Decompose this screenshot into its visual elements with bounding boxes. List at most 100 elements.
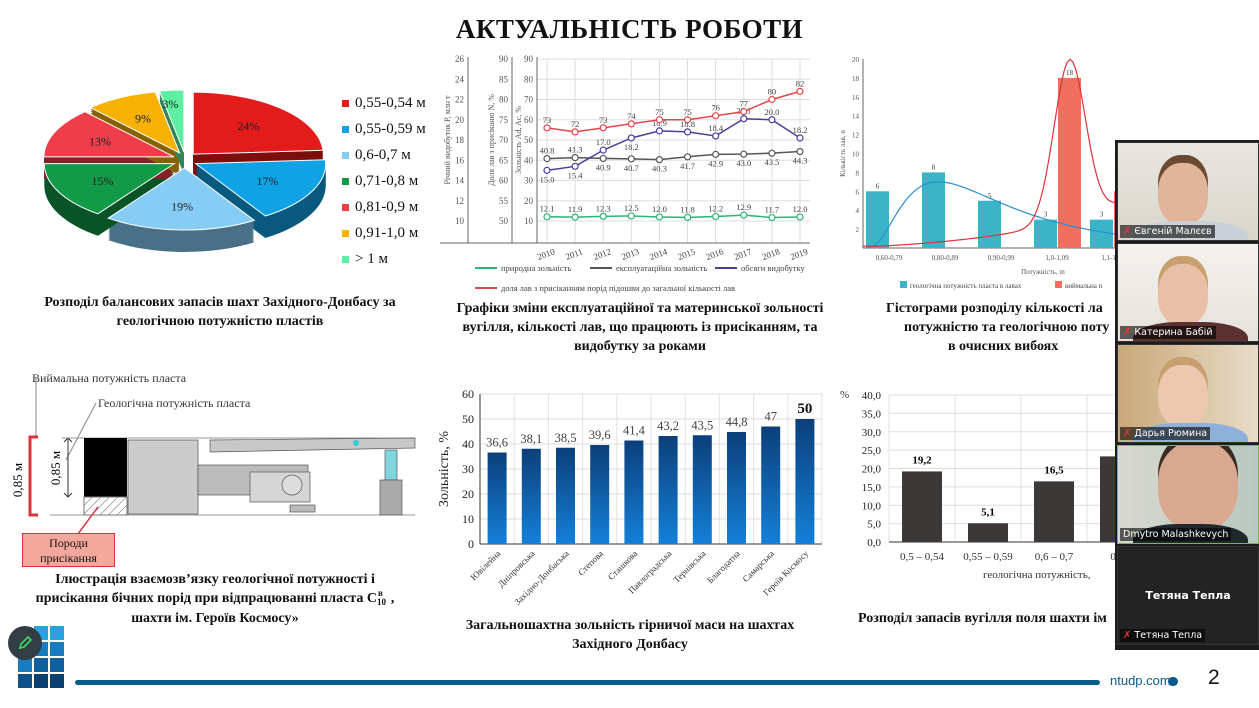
x-tick-label: 0,5 – 0,54: [900, 551, 945, 563]
data-point: [627, 134, 635, 142]
y-tick-label: 10: [462, 512, 474, 526]
data-label: 41.7: [680, 161, 695, 171]
video-tile[interactable]: ✗ Євгеній Малєєв: [1117, 142, 1259, 241]
video-tile[interactable]: ✗ Дарья Рюмина: [1117, 344, 1259, 443]
pencil-icon: [18, 635, 33, 650]
data-point: [796, 213, 804, 221]
y-tick-label: 0,0: [867, 537, 881, 549]
pie-slice-1: [194, 159, 327, 217]
y-tick-label: 25,0: [862, 445, 882, 457]
shearer-machine: [127, 437, 416, 516]
legend-swatch: [342, 177, 349, 185]
y-tick-label: 18: [852, 75, 860, 83]
data-point: [543, 124, 551, 132]
y-tick-label: 5,0: [867, 519, 881, 531]
bars-caption: Загальношахтна зольність гірничої маси н…: [430, 616, 830, 654]
histogram-bar: [978, 200, 1001, 248]
histogram-chart: 2 4 6 8 10 12 14 16 18 20 Кількість лав, n 6 0,60-0,…: [839, 56, 1128, 290]
annotate-button[interactable]: [8, 626, 42, 660]
data-label: 11.8: [680, 204, 695, 214]
page-number: 2: [1208, 666, 1220, 689]
video-tile[interactable]: ✗ Катерина Бабій: [1117, 243, 1259, 342]
legend-swatch: [342, 255, 349, 263]
x-tick-label: 0,90-0,99: [988, 254, 1015, 262]
y-tick-label: 0: [468, 537, 474, 551]
legend-label: природна зольність: [501, 263, 571, 273]
legend-label: виймальна п: [1065, 282, 1103, 290]
x-tick-label: 0,55 – 0,59: [963, 551, 1013, 563]
y-axis-title: Зольність, %: [437, 431, 452, 507]
x-tick-label: 2019: [789, 246, 810, 262]
data-label: 76: [711, 103, 720, 113]
y-tick-label: 60: [524, 115, 534, 125]
bar: [590, 445, 610, 544]
data-label: 41,4: [623, 424, 646, 438]
video-tile[interactable]: Тетяна Тепла ✗ Тетяна Тепла: [1117, 546, 1259, 645]
y-tick-label: 90: [524, 54, 534, 64]
legend-swatch: [342, 125, 349, 133]
legend-label: > 1 м: [355, 250, 388, 267]
participant-name: ✗ Дарья Рюмина: [1120, 427, 1211, 440]
pie-data-label: 24%: [237, 119, 259, 133]
pie-data-label: 3%: [162, 97, 178, 111]
outer-dimension: 0,85 м: [10, 463, 25, 497]
y-tick-label: 4: [856, 207, 860, 215]
y-axis-title: Доля лав з присіканю N, %: [487, 94, 496, 186]
y-tick-label: 85: [499, 74, 509, 84]
y-tick-label: 55: [499, 196, 509, 206]
series-line-2: [546, 117, 801, 172]
x-axis-title: геологічна потужність,: [983, 569, 1091, 581]
data-point: [627, 120, 635, 128]
y-tick-label: 14: [455, 176, 465, 186]
y-tick-label: 16: [455, 155, 465, 165]
caption-line: Західного Донбасу: [572, 637, 688, 652]
inner-dimension: 0,85 м: [48, 451, 63, 485]
x-tick-label: 2015: [676, 246, 697, 262]
histogram-bar: [866, 191, 889, 248]
data-point: [599, 154, 607, 163]
data-point: [543, 166, 551, 174]
data-label: 19,2: [912, 454, 932, 466]
bar: [968, 523, 1008, 542]
y-tick-label: 50: [499, 216, 509, 226]
data-point: [768, 213, 776, 222]
data-point: [740, 108, 748, 116]
participant-video: [1158, 163, 1208, 225]
subscript: 10: [376, 597, 386, 607]
video-tile[interactable]: Dmytro Malashkevych: [1117, 445, 1259, 544]
data-label: 12.2: [708, 204, 723, 214]
data-label: 3: [1044, 211, 1048, 219]
data-point: [571, 213, 579, 221]
red-bracket: [28, 435, 38, 517]
caption-line: Загальношахтна зольність гірничої маси н…: [465, 618, 795, 633]
x-tick-label: 1,0-1,09: [1045, 254, 1069, 262]
participant-video: [1158, 446, 1238, 531]
reserves-bar-chart: % 0,0 5,0 10,0 15,0 20,0 25,0 30,0 35,0 40,0 19,2 0…: [840, 389, 1128, 581]
y-tick-label: 16: [852, 94, 860, 102]
data-label: 8: [932, 163, 936, 171]
histogram-bar: [1058, 77, 1081, 249]
video-participants-panel[interactable]: ✗ Євгеній Малєєв ✗ Катерина Бабій ✗ Дарья Рюм…: [1115, 140, 1259, 650]
data-point: [655, 127, 664, 135]
y-tick-label: 60: [462, 387, 474, 401]
x-tick-label: 1,1-1,19: [1101, 254, 1125, 262]
y-tick-label: 80: [524, 74, 534, 84]
legend-label: геологічна потужність пласта в лавах: [910, 282, 1022, 290]
x-tick-label: 0,6 – 0,7: [1035, 551, 1074, 563]
pie-data-label: 19%: [171, 199, 193, 213]
data-point: [683, 116, 692, 124]
bar: [727, 432, 746, 544]
y-axis-title: Кількість лав, n: [839, 130, 847, 177]
pie-legend: 0,55-0,54 м 0,55-0,59 м 0,6-0,7 м 0,71-0,8 …: [342, 90, 426, 272]
line-caption: Графіки зміни експлуатаційної та материн…: [440, 299, 840, 356]
legend-item: 0,6-0,7 м: [342, 142, 426, 168]
data-label: 18.2: [624, 142, 639, 152]
data-point: [599, 212, 607, 220]
callout-line: присікання: [40, 551, 97, 565]
data-label: 20.0: [764, 107, 779, 117]
y-tick-label: 80: [499, 95, 509, 105]
caption-line: в очисних вибоях: [948, 339, 1059, 354]
data-point: [543, 155, 551, 163]
coal-seam: [84, 438, 127, 497]
y-tick-label: 20,0: [862, 464, 882, 476]
